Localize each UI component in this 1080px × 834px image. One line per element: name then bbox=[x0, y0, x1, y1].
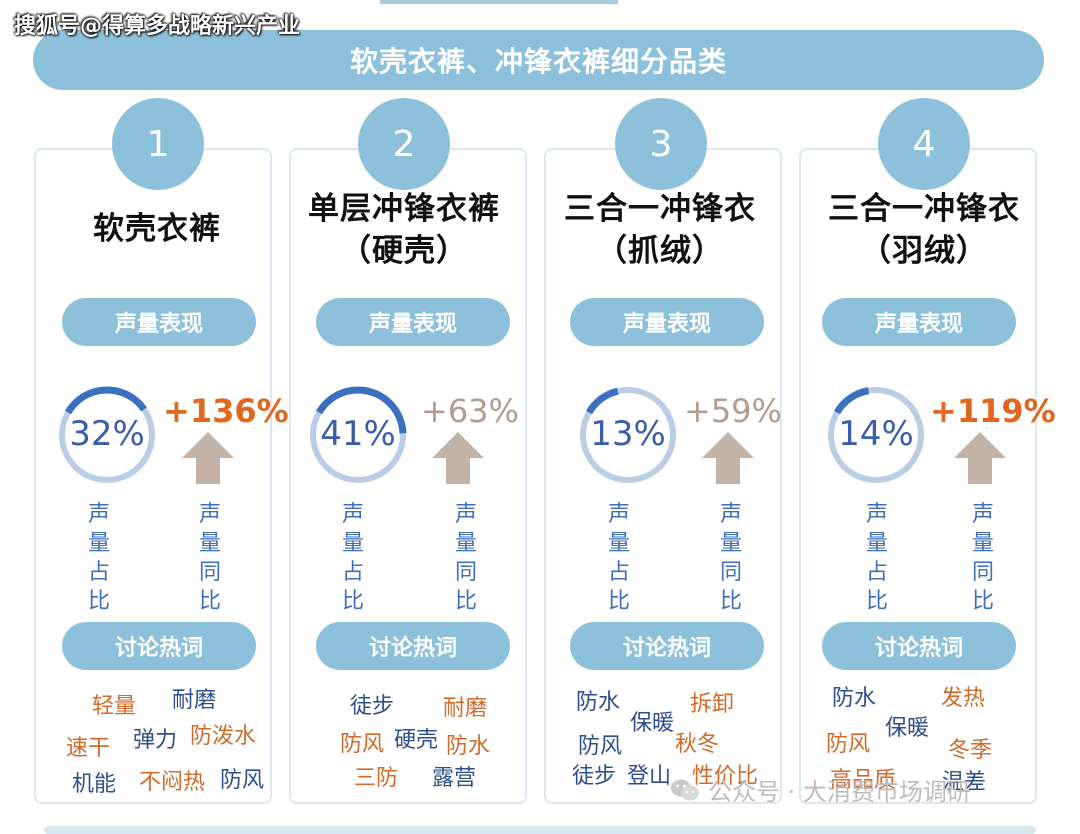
up-arrow-icon bbox=[180, 430, 236, 490]
card-title-line1: 软壳衣裤 bbox=[93, 211, 221, 247]
share-value: 32% bbox=[69, 414, 145, 454]
up-arrow-icon bbox=[430, 430, 486, 490]
hotwords-pill: 讨论热词 bbox=[316, 622, 510, 670]
share-ring-fill bbox=[58, 386, 156, 484]
share-label: 声量占比 bbox=[865, 502, 888, 614]
card-title-line1: 三合一冲锋衣 bbox=[564, 191, 756, 227]
card-title: 三合一冲锋衣 （抓绒） bbox=[530, 188, 790, 272]
volume-pill: 声量表现 bbox=[570, 298, 764, 346]
growth-value: +136% bbox=[163, 392, 289, 430]
hotword: 发热 bbox=[941, 686, 986, 711]
volume-pill: 声量表现 bbox=[62, 298, 256, 346]
card-number-badge: 1 bbox=[112, 98, 204, 190]
share-ring-fill bbox=[827, 386, 925, 484]
growth-label: 声量同比 bbox=[198, 502, 221, 614]
hotwords-pill: 讨论热词 bbox=[62, 622, 256, 670]
growth-label: 声量同比 bbox=[719, 502, 742, 614]
card-title: 单层冲锋衣裤 （硬壳） bbox=[274, 188, 534, 272]
growth-value: +59% bbox=[684, 392, 782, 430]
card-title-line2: （抓绒） bbox=[596, 233, 724, 269]
hotword: 防风 bbox=[340, 732, 385, 757]
footer-watermark-text: 公众号 · 大消费市场调研 bbox=[708, 778, 971, 806]
category-card bbox=[544, 148, 782, 804]
hotword: 徒步 bbox=[350, 694, 395, 719]
hotword: 拆卸 bbox=[690, 692, 735, 717]
hotword: 露营 bbox=[432, 766, 477, 791]
share-ring bbox=[826, 385, 926, 485]
hotword: 耐磨 bbox=[443, 696, 488, 721]
top-divider bbox=[380, 0, 618, 4]
hotword: 徒步 bbox=[572, 764, 617, 789]
bottom-divider bbox=[44, 826, 1036, 834]
share-ring-fill bbox=[309, 386, 407, 484]
growth-value: +119% bbox=[930, 392, 1056, 430]
hotword: 三防 bbox=[354, 766, 399, 791]
hotword: 防风 bbox=[826, 732, 871, 757]
growth-label: 声量同比 bbox=[454, 502, 477, 614]
banner-title: 软壳衣裤、冲锋衣裤细分品类 bbox=[33, 30, 1044, 90]
card-number-badge: 4 bbox=[878, 98, 970, 190]
card-number-badge: 3 bbox=[615, 98, 707, 190]
share-value: 14% bbox=[838, 414, 914, 454]
share-ring bbox=[308, 385, 408, 485]
hotword: 弹力 bbox=[133, 728, 178, 753]
footer-watermark: 公众号 · 大消费市场调研 bbox=[670, 772, 971, 807]
category-card bbox=[799, 148, 1037, 804]
share-ring-fill bbox=[579, 386, 677, 484]
hotword: 防风 bbox=[578, 734, 623, 759]
share-value: 41% bbox=[320, 414, 396, 454]
card-title-line2: （硬壳） bbox=[340, 233, 468, 269]
hotword: 防水 bbox=[446, 734, 491, 759]
share-ring-track bbox=[828, 387, 924, 483]
share-value: 13% bbox=[590, 414, 666, 454]
card-number-badge: 2 bbox=[358, 98, 450, 190]
hotword: 防水 bbox=[576, 690, 621, 715]
share-label: 声量占比 bbox=[341, 502, 364, 614]
share-ring-track bbox=[580, 387, 676, 483]
up-arrow-icon bbox=[952, 430, 1008, 490]
growth-value: +63% bbox=[421, 392, 519, 430]
card-title: 三合一冲锋衣 （羽绒） bbox=[794, 188, 1054, 272]
hotword: 防泼水 bbox=[190, 724, 257, 749]
hotword: 冬季 bbox=[948, 738, 993, 763]
growth-label: 声量同比 bbox=[971, 502, 994, 614]
category-card bbox=[34, 148, 272, 804]
share-label: 声量占比 bbox=[607, 502, 630, 614]
volume-pill: 声量表现 bbox=[316, 298, 510, 346]
hotword: 轻量 bbox=[92, 694, 137, 719]
card-title-line1: 单层冲锋衣裤 bbox=[308, 191, 500, 227]
hotword: 保暖 bbox=[630, 711, 675, 736]
hotword: 防风 bbox=[220, 768, 265, 793]
hotword: 防水 bbox=[832, 686, 877, 711]
hotword: 温差 bbox=[942, 770, 987, 795]
share-ring bbox=[57, 385, 157, 485]
category-card bbox=[289, 148, 527, 804]
hotwords-pill: 讨论热词 bbox=[570, 622, 764, 670]
hotword: 耐磨 bbox=[172, 688, 217, 713]
source-watermark: 搜狐号@得算多战略新兴产业 bbox=[14, 14, 301, 39]
hotword: 速干 bbox=[66, 736, 111, 761]
hotword: 机能 bbox=[72, 772, 117, 797]
hotword: 保暖 bbox=[885, 716, 930, 741]
share-ring bbox=[578, 385, 678, 485]
hotword: 秋冬 bbox=[675, 732, 720, 757]
hotword: 硬壳 bbox=[394, 728, 439, 753]
card-title-line1: 三合一冲锋衣 bbox=[828, 191, 1020, 227]
hotword: 登山 bbox=[627, 764, 672, 789]
card-title-line2: （羽绒） bbox=[860, 233, 988, 269]
hotword: 高品质 bbox=[830, 768, 897, 793]
wechat-icon bbox=[671, 779, 699, 800]
volume-pill: 声量表现 bbox=[822, 298, 1016, 346]
card-title: 软壳衣裤 bbox=[27, 208, 287, 250]
hotword: 不闷热 bbox=[139, 770, 206, 795]
up-arrow-icon bbox=[700, 430, 756, 490]
hotword: 性价比 bbox=[692, 764, 759, 789]
hotwords-pill: 讨论热词 bbox=[822, 622, 1016, 670]
share-label: 声量占比 bbox=[87, 502, 110, 614]
